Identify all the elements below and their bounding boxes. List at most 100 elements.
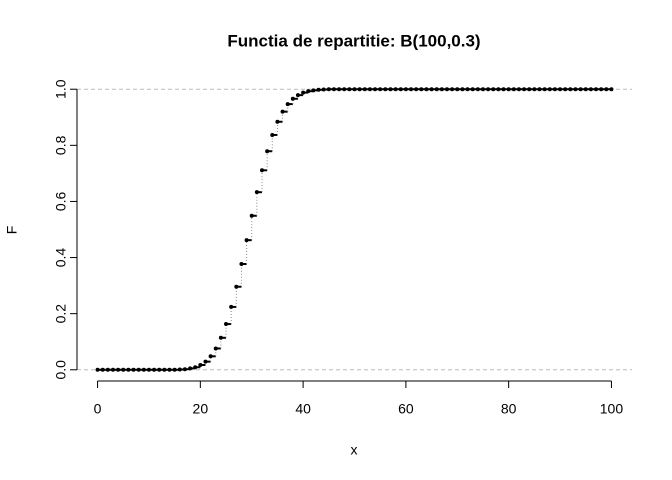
step-point (378, 87, 383, 92)
step-point (496, 87, 501, 92)
step-point (239, 262, 244, 267)
y-tick-label: 0.0 (53, 360, 69, 380)
step-point (295, 93, 300, 98)
step-point (188, 366, 193, 371)
x-tick-label: 40 (295, 401, 311, 417)
step-point (146, 367, 151, 372)
step-point (460, 87, 465, 92)
step-point (599, 87, 604, 92)
step-point (126, 367, 131, 372)
step-point (141, 367, 146, 372)
step-point (167, 367, 172, 372)
step-point (362, 87, 367, 92)
step-point (419, 87, 424, 92)
step-point (280, 109, 285, 114)
step-point (136, 367, 141, 372)
step-point (558, 87, 563, 92)
step-point (475, 87, 480, 92)
step-point (229, 304, 234, 309)
step-point (501, 87, 506, 92)
step-point (424, 87, 429, 92)
step-point (409, 87, 414, 92)
step-point (537, 87, 542, 92)
step-point (542, 87, 547, 92)
step-point (95, 367, 100, 372)
step-point (244, 238, 249, 243)
step-point (301, 90, 306, 95)
step-point (110, 367, 115, 372)
y-tick-label: 0.2 (53, 304, 69, 324)
step-point (403, 87, 408, 92)
step-point (388, 87, 393, 92)
step-point (516, 87, 521, 92)
step-point (131, 367, 136, 372)
step-point (470, 87, 475, 92)
step-point (491, 87, 496, 92)
x-tick-label: 100 (600, 401, 624, 417)
step-point (583, 87, 588, 92)
step-point (573, 87, 578, 92)
step-point (455, 87, 460, 92)
step-point (275, 119, 280, 124)
x-tick-label: 20 (193, 401, 209, 417)
step-point (121, 367, 126, 372)
step-point (373, 87, 378, 92)
step-point (285, 102, 290, 107)
step-point (393, 87, 398, 92)
x-tick-label: 0 (94, 401, 102, 417)
step-point (100, 367, 105, 372)
step-point (594, 87, 599, 92)
y-tick-label: 0.8 (53, 135, 69, 155)
step-point (439, 87, 444, 92)
step-point (162, 367, 167, 372)
step-point (398, 87, 403, 92)
step-point (260, 168, 264, 173)
step-point (152, 367, 157, 372)
step-point (306, 89, 311, 94)
step-point (414, 87, 419, 92)
y-axis-label: F (4, 226, 20, 235)
step-point (311, 88, 316, 93)
step-point (337, 87, 342, 92)
step-point (270, 132, 275, 137)
step-point (511, 87, 516, 92)
y-tick-label: 0.4 (53, 248, 69, 268)
y-tick-label: 1.0 (53, 79, 69, 99)
step-point (203, 359, 208, 364)
step-point (182, 367, 187, 372)
step-point (480, 87, 485, 92)
step-point (265, 149, 270, 154)
step-point (609, 87, 614, 92)
step-point (342, 87, 347, 92)
step-point (527, 87, 532, 92)
step-point (532, 87, 537, 92)
step-point (578, 87, 583, 92)
step-point (316, 87, 321, 92)
step-point (177, 367, 182, 372)
step-point (588, 87, 593, 92)
step-point (383, 87, 388, 92)
step-point (506, 87, 511, 92)
step-point (434, 87, 439, 92)
step-point (522, 87, 527, 92)
step-point (290, 96, 295, 101)
step-point (254, 190, 259, 195)
step-point (367, 87, 372, 92)
x-tick-label: 80 (501, 401, 517, 417)
step-point (563, 87, 568, 92)
x-tick-label: 60 (398, 401, 414, 417)
step-point (234, 284, 239, 289)
step-point (465, 87, 470, 92)
step-point (326, 87, 331, 92)
step-point (249, 213, 254, 218)
step-point (347, 87, 352, 92)
step-point (213, 346, 218, 351)
step-point (116, 367, 121, 372)
step-point (357, 87, 362, 92)
step-point (429, 87, 434, 92)
y-tick-label: 0.6 (53, 192, 69, 212)
x-axis-label: x (351, 442, 358, 458)
step-point (552, 87, 557, 92)
